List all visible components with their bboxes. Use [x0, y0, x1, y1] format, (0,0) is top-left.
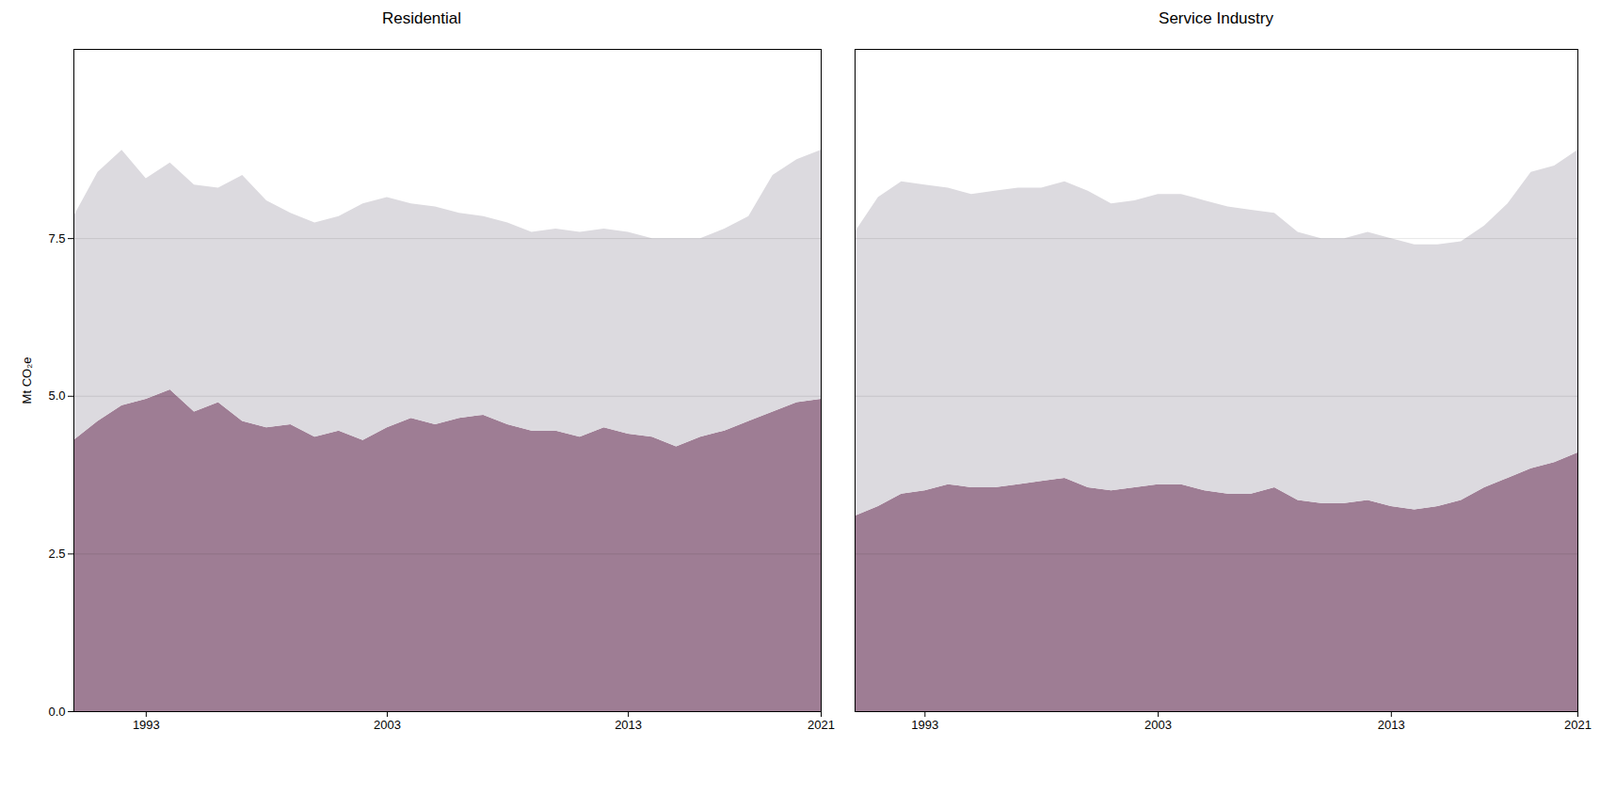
- svg-text:2013: 2013: [1377, 718, 1406, 733]
- svg-text:7.5: 7.5: [48, 231, 65, 246]
- svg-text:2003: 2003: [1144, 718, 1172, 733]
- svg-text:2.5: 2.5: [48, 546, 65, 561]
- svg-text:Mt CO₂e: Mt CO₂e: [19, 357, 34, 405]
- html-text:Service Industry: Service Industry: [1158, 9, 1274, 28]
- html-text:Residential: Residential: [382, 9, 462, 28]
- svg-text:1993: 1993: [132, 718, 160, 733]
- svg-text:2021: 2021: [807, 718, 835, 733]
- svg-text:2021: 2021: [1564, 718, 1592, 733]
- svg-text:1993: 1993: [911, 718, 939, 733]
- svg-text:2013: 2013: [614, 718, 642, 733]
- svg-text:0.0: 0.0: [48, 704, 65, 720]
- svg-text:2003: 2003: [373, 718, 401, 733]
- svg-text:5.0: 5.0: [48, 388, 65, 403]
